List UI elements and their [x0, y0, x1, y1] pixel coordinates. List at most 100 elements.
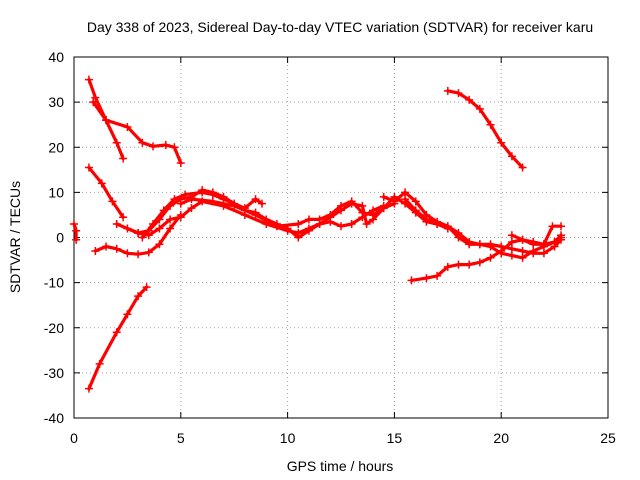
data-point [497, 138, 506, 147]
y-tick-label: -30 [44, 365, 64, 381]
data-point [518, 163, 527, 172]
data-point [326, 210, 335, 219]
data-point [304, 226, 313, 235]
data-point [548, 222, 557, 231]
data-point [486, 120, 495, 129]
data-point [166, 224, 175, 233]
data-point [166, 215, 175, 224]
x-tick-label: 0 [70, 430, 78, 446]
series-arc-14 [507, 222, 566, 249]
data-point [358, 201, 367, 210]
data-point [475, 258, 484, 267]
series-line [140, 190, 264, 240]
data-point [486, 253, 495, 262]
x-tick-label: 15 [387, 430, 403, 446]
data-point [347, 219, 356, 228]
data-point [433, 271, 442, 280]
data-point [507, 231, 516, 240]
series-line [403, 197, 563, 255]
data-point [251, 210, 260, 219]
data-point [84, 384, 93, 393]
data-point [315, 215, 324, 224]
data-point [112, 244, 121, 253]
data-point [529, 240, 538, 249]
data-point [465, 260, 474, 269]
series-line [446, 89, 525, 170]
data-point [142, 283, 151, 292]
data-point [557, 222, 566, 231]
series-arc-12 [401, 195, 566, 258]
data-point [529, 249, 538, 258]
data-point [112, 219, 121, 228]
y-tick-label: -10 [44, 275, 64, 291]
data-point [119, 154, 128, 163]
data-point [518, 253, 527, 262]
data-point [390, 197, 399, 206]
series-arc-3 [84, 163, 128, 222]
data-point [454, 89, 463, 98]
data-point [187, 195, 196, 204]
chart-title: Day 338 of 2023, Sidereal Day-to-day VTE… [87, 19, 593, 35]
series-arc-15 [443, 86, 527, 172]
data-point [119, 213, 128, 222]
data-point [454, 233, 463, 242]
data-point [187, 204, 196, 213]
data-point [443, 222, 452, 231]
data-point [134, 228, 143, 237]
data-point [91, 247, 100, 256]
data-point [84, 75, 93, 84]
data-point [198, 188, 207, 197]
data-point [89, 98, 98, 107]
data-point [407, 276, 416, 285]
data-point [144, 248, 153, 257]
data-point [230, 201, 239, 210]
data-point [149, 219, 158, 228]
data-point [155, 224, 164, 233]
data-point [475, 240, 484, 249]
data-point [112, 328, 121, 337]
data-point [358, 208, 367, 217]
y-tick-label: -40 [44, 410, 64, 426]
data-point [70, 219, 78, 228]
y-axis-label: SDTVAR / TECUs [7, 181, 23, 293]
data-point [507, 238, 516, 247]
data-point [362, 219, 371, 228]
data-point [475, 104, 484, 113]
data-point [411, 206, 420, 215]
data-point [443, 262, 452, 271]
data-point [149, 142, 158, 151]
data-point [91, 93, 100, 102]
data-point [123, 224, 132, 233]
y-tick-label: 0 [56, 230, 64, 246]
data-point [422, 274, 431, 283]
data-point [123, 122, 132, 131]
data-point [518, 247, 527, 256]
data-point [134, 292, 143, 301]
x-tick-label: 20 [493, 430, 509, 446]
data-point [208, 190, 217, 199]
data-point [486, 240, 495, 249]
data-point [337, 201, 345, 210]
data-point [102, 242, 111, 251]
data-point [95, 359, 104, 368]
series-arc-5 [70, 219, 81, 244]
data-point [155, 240, 164, 249]
data-point [138, 233, 147, 242]
data-point [97, 179, 106, 188]
data-point [379, 192, 388, 201]
data-point [550, 238, 559, 247]
data-point [112, 138, 121, 147]
data-point [422, 215, 431, 224]
data-point [161, 140, 170, 149]
x-tick-label: 10 [280, 430, 296, 446]
data-point [72, 226, 81, 235]
data-point [123, 249, 132, 258]
data-point [72, 235, 81, 244]
data-point [134, 250, 143, 259]
data-point [443, 86, 452, 95]
data-point [170, 143, 179, 152]
data-point [219, 195, 228, 204]
data-point [294, 233, 303, 242]
data-point [138, 138, 147, 147]
data-point [539, 249, 548, 258]
